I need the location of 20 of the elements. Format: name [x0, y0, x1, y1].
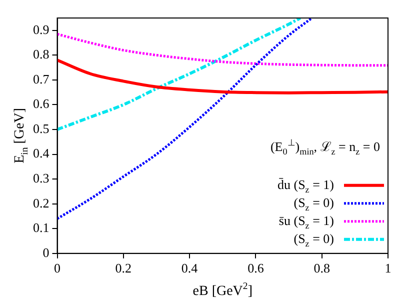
line-series	[57, 32, 388, 67]
y-tick-label: 0.1	[33, 220, 50, 236]
y-tick-label: 0	[42, 244, 50, 260]
x-tick-label: 1	[384, 260, 392, 276]
y-tick-label: 0.2	[33, 195, 50, 210]
y-tick-label: 0.6	[33, 96, 50, 112]
y-tick-label: 0.7	[33, 71, 50, 86]
x-tick-label: 0	[54, 260, 60, 276]
y-tick-label: 0.3	[33, 170, 50, 186]
x-tick-label: 0.2	[115, 260, 132, 276]
y-axis-title: Ein [GeV]	[12, 108, 30, 164]
line-series	[57, 18, 302, 132]
y-tick-label: 0.8	[33, 46, 50, 62]
x-tick-label: 0.6	[248, 260, 264, 276]
y-tick-label: 0.4	[33, 146, 50, 161]
y-tick-label: 0.9	[33, 22, 50, 37]
x-tick-label: 0.4	[181, 260, 198, 276]
y-tick-label: 0.5	[33, 120, 50, 136]
x-tick-label: 0.8	[314, 260, 330, 276]
line-series	[57, 58, 388, 94]
